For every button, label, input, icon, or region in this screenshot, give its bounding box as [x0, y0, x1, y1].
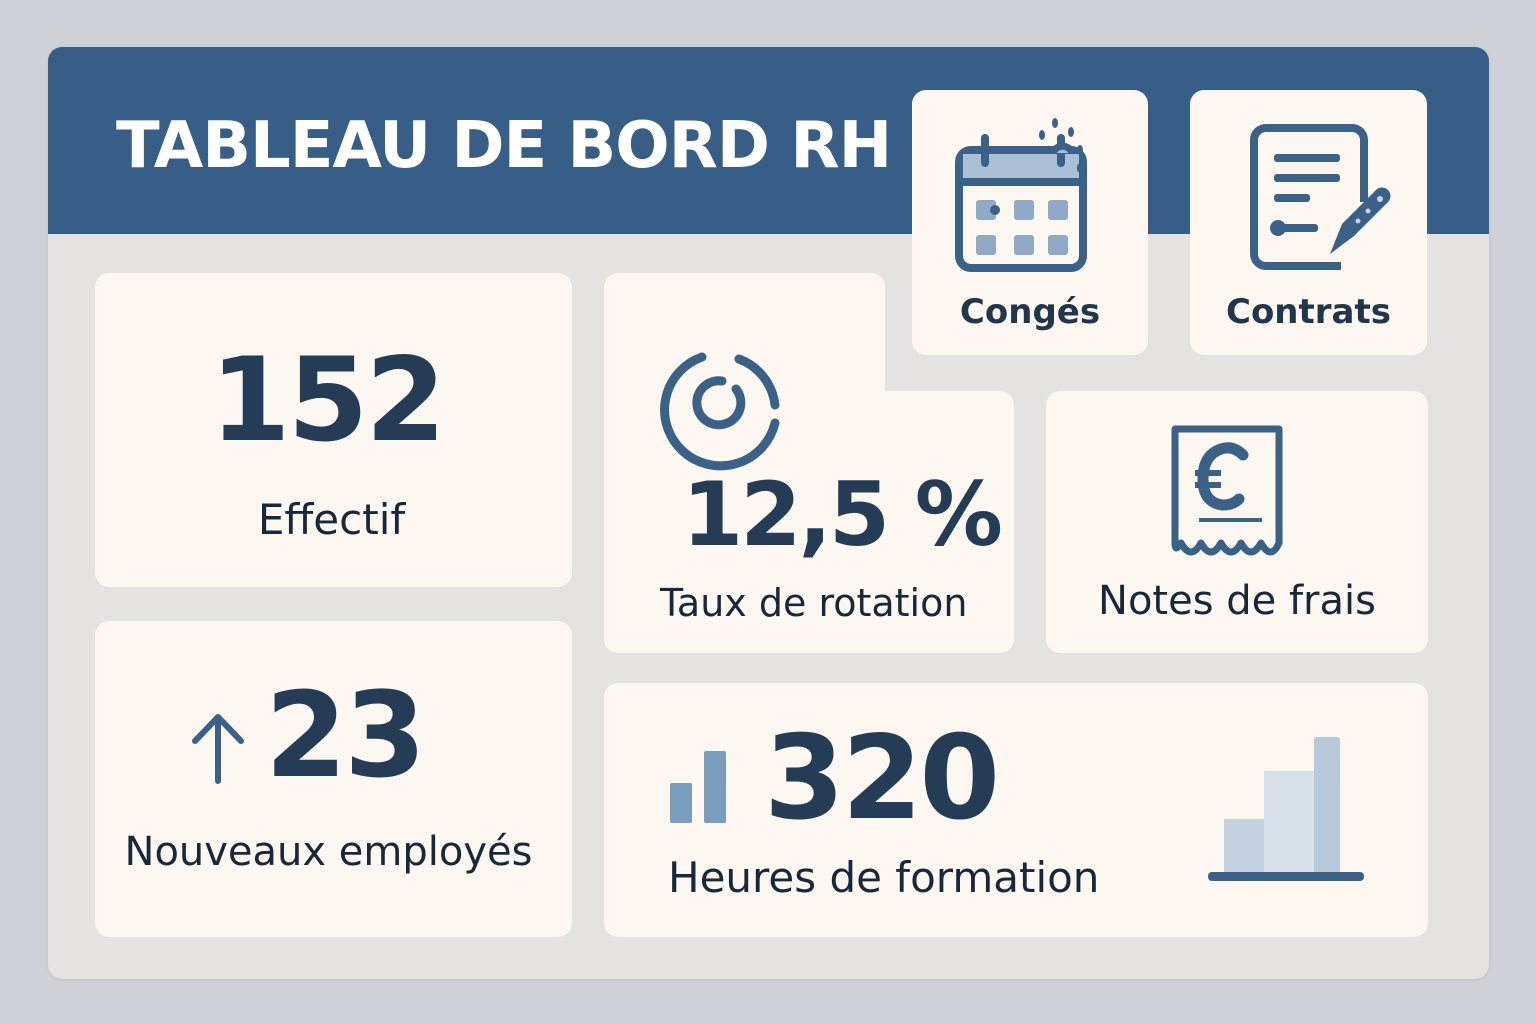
kpi-label-heures-formation: Heures de formation: [668, 853, 1100, 902]
kpi-label-taux-rotation: Taux de rotation: [660, 581, 968, 625]
euro-receipt-icon: [1171, 425, 1283, 556]
kpi-value-heures-formation: 320: [764, 711, 1000, 846]
tile-conges[interactable]: Congés: [912, 90, 1148, 355]
tile-label-conges: Congés: [959, 292, 1101, 332]
tile-notes-de-frais[interactable]: Notes de frais: [1046, 391, 1428, 653]
kpi-card-nouveaux-employes[interactable]: 23 Nouveaux employés: [95, 621, 572, 937]
kpi-label-nouveaux-employes: Nouveaux employés: [124, 829, 533, 875]
kpi-card-effectif[interactable]: 152 Effectif: [95, 273, 572, 587]
tile-contrats[interactable]: Contrats: [1190, 90, 1427, 355]
kpi-card-heures-formation[interactable]: 320 Heures de formation: [604, 683, 1428, 937]
kpi-value-nouveaux-employes: 23: [265, 666, 426, 804]
page-title: TABLEAU DE BORD RH: [116, 109, 892, 183]
calendar-icon: [955, 118, 1087, 272]
kpi-card-taux-rotation-body: 12,5 % Taux de rotation: [604, 273, 1014, 653]
kpi-card-taux-rotation-ext: [870, 391, 1014, 653]
tile-label-contrats: Contrats: [1226, 292, 1391, 332]
arrow-up-icon: [192, 714, 244, 784]
tile-label-notes-de-frais: Notes de frais: [1098, 578, 1376, 624]
bar-chart-illustration: [1208, 737, 1364, 881]
kpi-value-taux-rotation: 12,5 %: [682, 463, 1003, 566]
bar-chart-icon: [670, 751, 726, 823]
rotation-ring-icon: [660, 352, 780, 471]
document-edit-icon: [1250, 124, 1391, 274]
kpi-value-effectif: 152: [209, 333, 446, 468]
kpi-label-effectif: Effectif: [257, 495, 406, 544]
